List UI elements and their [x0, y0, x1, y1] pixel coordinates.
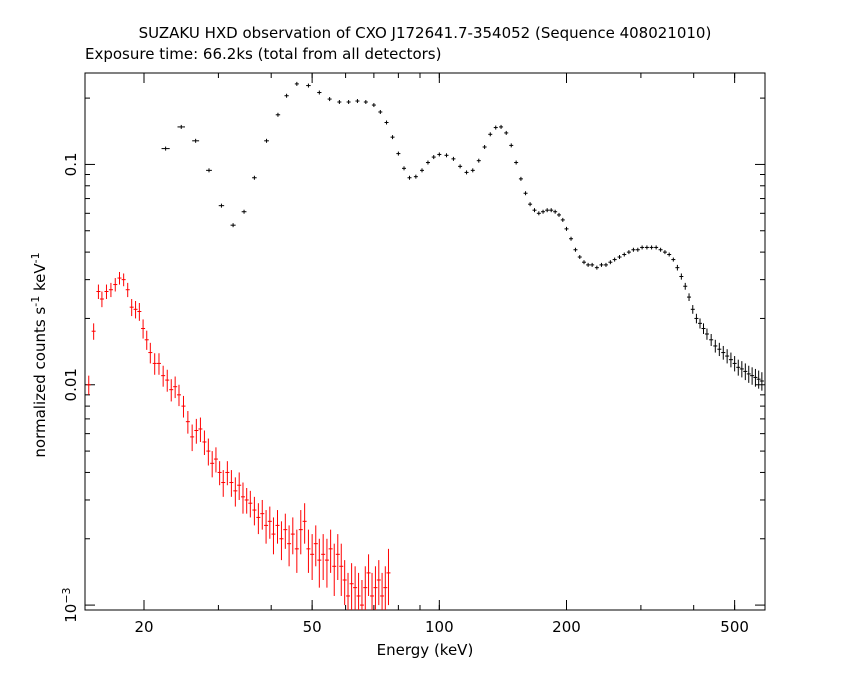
y-tick-label: 10−3 [60, 587, 80, 622]
x-tick-label: 20 [134, 618, 153, 636]
y-axis-label-main: normalized counts s [31, 307, 49, 458]
chart-title: SUZAKU HXD observation of CXO J172641.7-… [139, 24, 712, 42]
y-tick-label: 0.1 [62, 153, 80, 177]
x-tick-label: 100 [425, 618, 454, 636]
y-axis-label-exp2: -1 [29, 252, 42, 263]
plot-frame [84, 72, 766, 611]
x-axis-label: Energy (keV) [377, 641, 474, 659]
ticks: 20 50 100 200 500 0.1 0.01 10−3 [60, 73, 765, 636]
axes [84, 72, 766, 611]
y-tick-label-base: 10 [62, 604, 80, 623]
chart-subtitle: Exposure time: 66.2ks (total from all de… [85, 45, 441, 63]
x-tick-label: 500 [720, 618, 749, 636]
series-0 [161, 81, 764, 391]
series-1 [86, 271, 391, 610]
x-tick-label: 50 [303, 618, 322, 636]
y-axis-label-exp1: -1 [29, 296, 42, 307]
y-axis-label: normalized counts s-1 keV-1 [29, 252, 49, 457]
y-tick-label-exp: −3 [60, 587, 73, 603]
data-series [86, 81, 764, 610]
x-tick-label: 200 [552, 618, 581, 636]
y-axis-label-mid: keV [31, 263, 49, 296]
y-tick-label: 0.01 [62, 368, 80, 401]
